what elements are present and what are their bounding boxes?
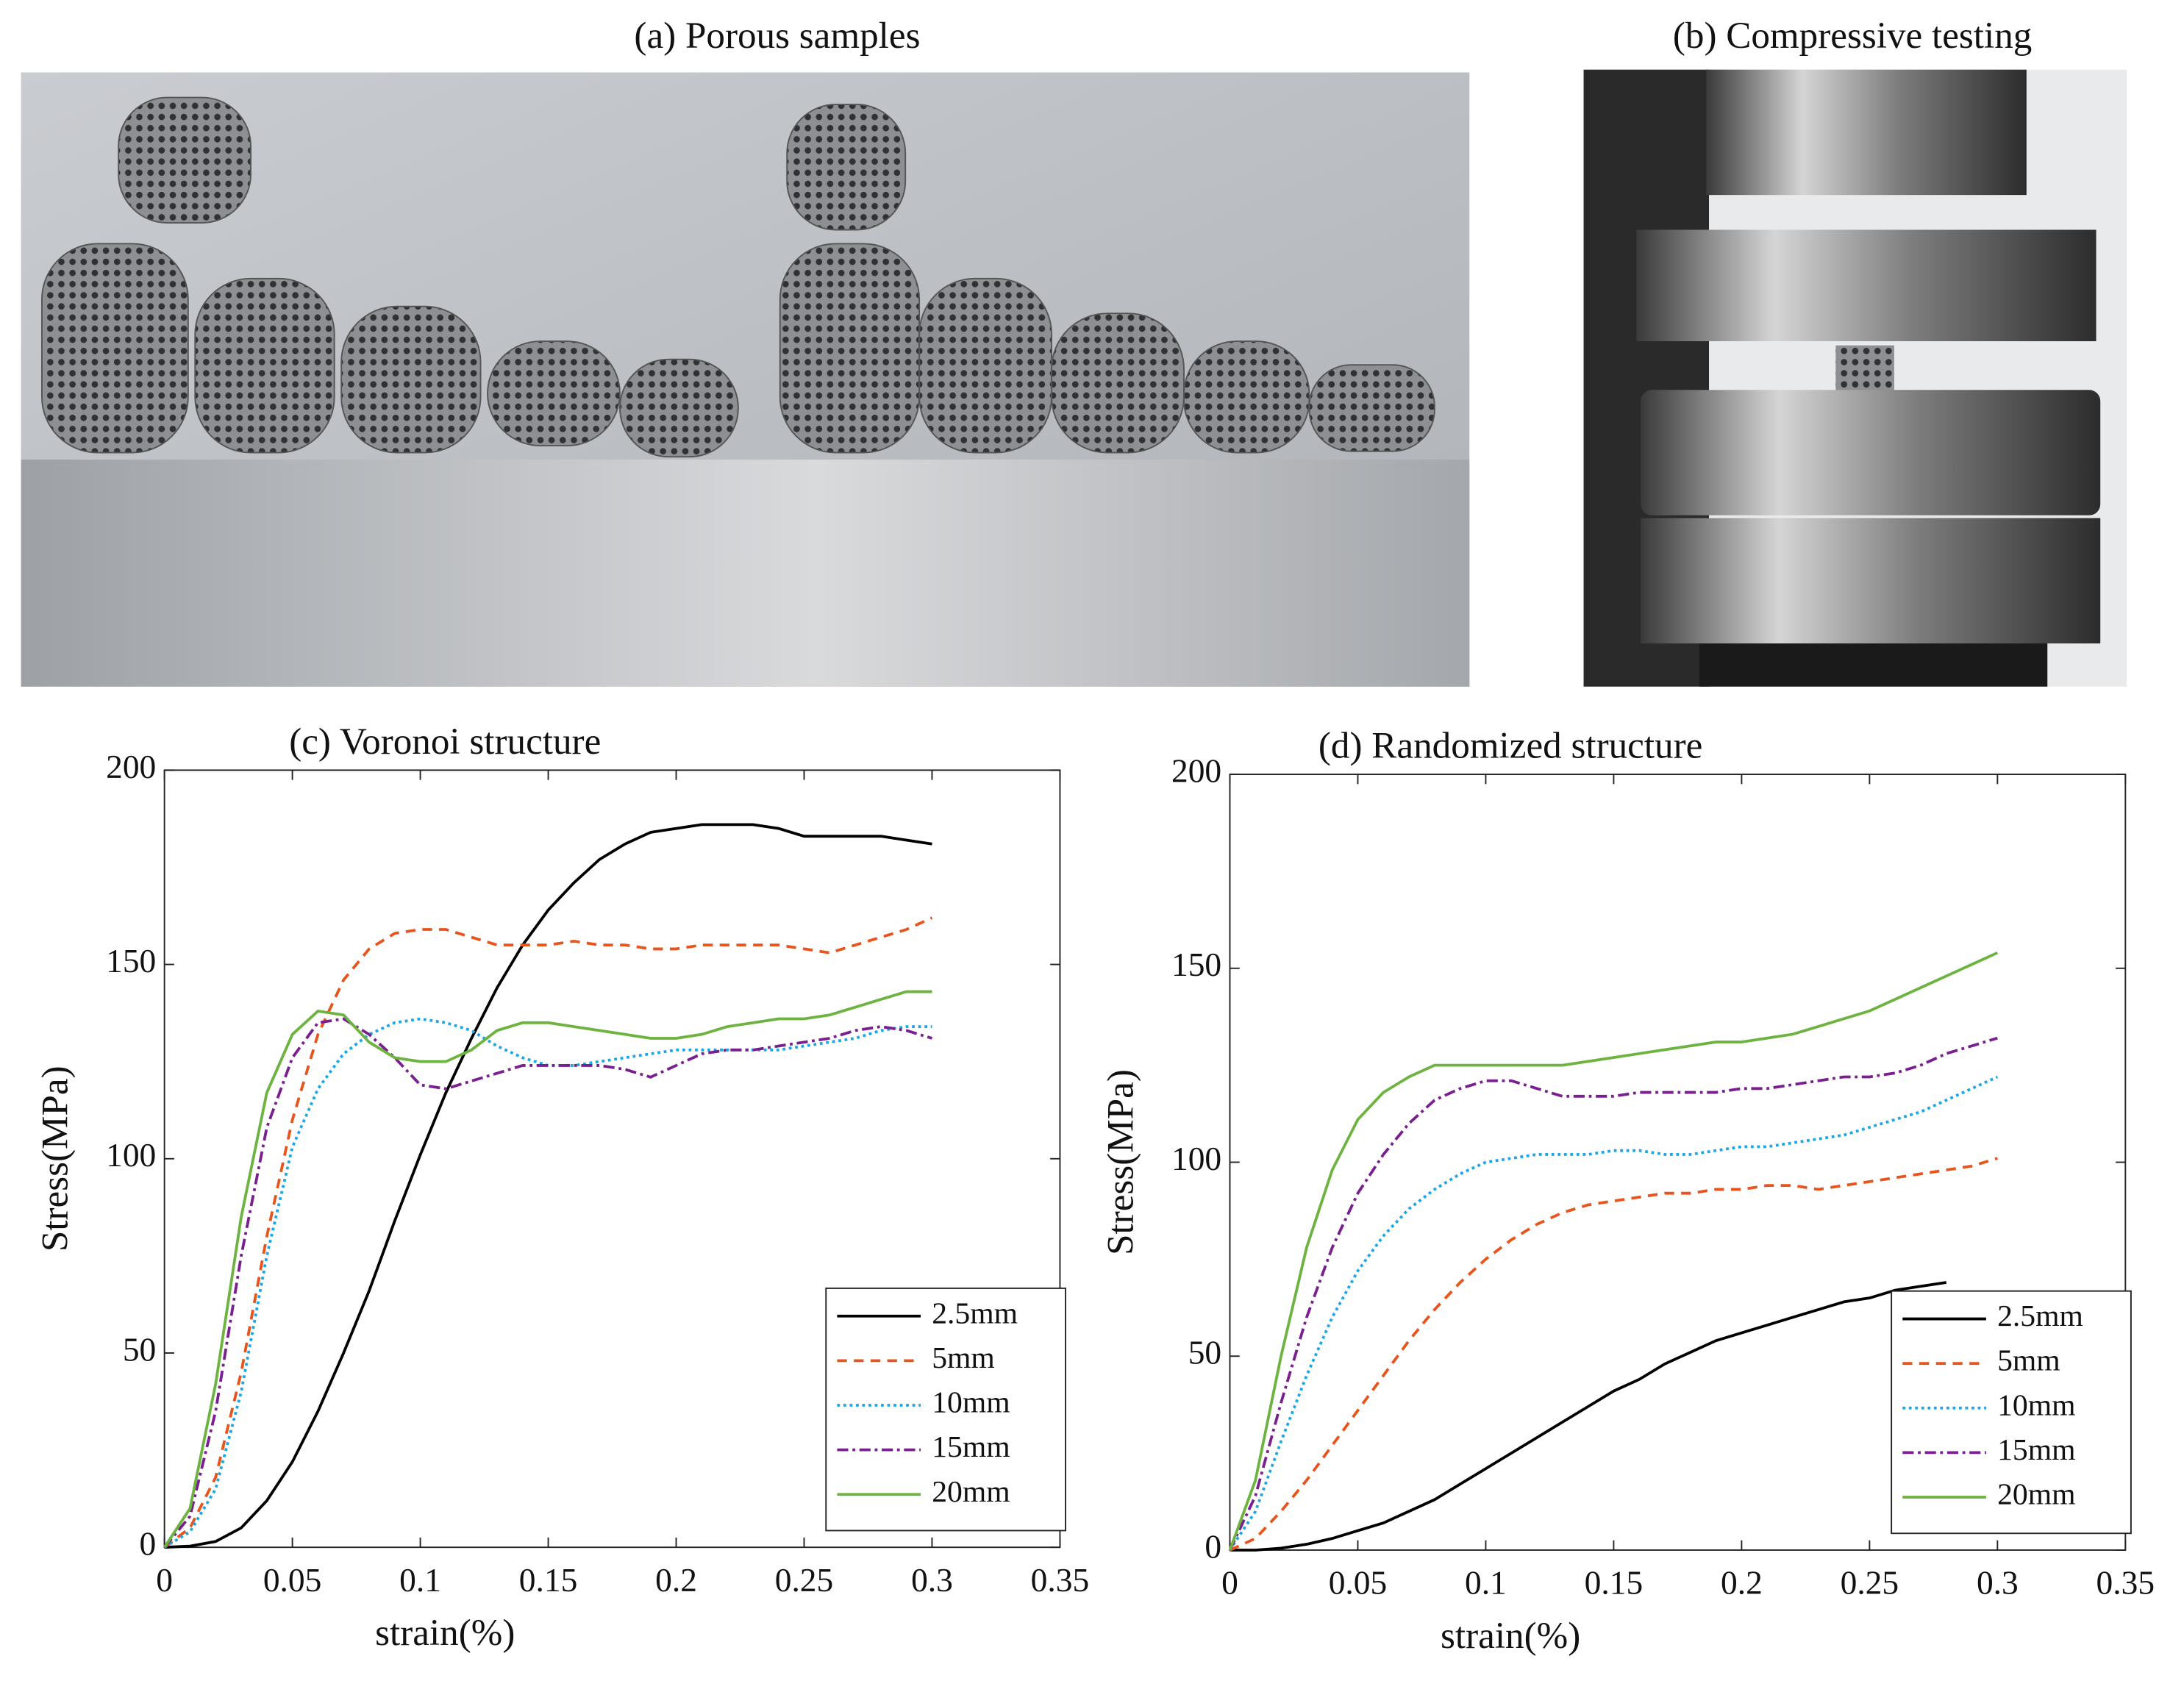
y-tick-label: 0 bbox=[140, 1525, 157, 1563]
x-tick-label: 0 bbox=[1221, 1564, 1238, 1602]
legend-label: 15mm bbox=[1997, 1433, 2075, 1467]
x-axis-label: strain(%) bbox=[375, 1612, 515, 1654]
legend-label: 20mm bbox=[1997, 1478, 2075, 1512]
y-tick-label: 100 bbox=[1171, 1140, 1221, 1177]
y-axis-label: Stress(MPa) bbox=[1099, 1069, 1141, 1255]
x-tick-label: 0.2 bbox=[1721, 1564, 1763, 1602]
legend-label: 2.5mm bbox=[1997, 1299, 2083, 1333]
x-tick-label: 0.1 bbox=[1465, 1564, 1507, 1602]
legend-label: 2.5mm bbox=[932, 1296, 1018, 1330]
series-line bbox=[163, 1017, 932, 1549]
series-line bbox=[163, 916, 933, 1549]
chart-title: (c) Voronoi structure bbox=[289, 721, 601, 763]
x-tick-label: 0.1 bbox=[399, 1561, 441, 1599]
x-tick-label: 0.05 bbox=[1329, 1564, 1388, 1602]
y-tick-label: 100 bbox=[106, 1136, 156, 1174]
x-tick-label: 0.15 bbox=[1585, 1564, 1644, 1602]
series-line bbox=[1228, 1036, 1998, 1551]
series-line bbox=[164, 823, 932, 1549]
y-tick-label: 150 bbox=[1171, 946, 1221, 983]
series-line bbox=[163, 1017, 933, 1549]
y-tick-label: 0 bbox=[1205, 1527, 1221, 1565]
x-axis-label: strain(%) bbox=[1441, 1615, 1580, 1657]
photo-title: (a) Porous samples bbox=[634, 15, 920, 57]
series-line bbox=[1230, 1281, 1947, 1552]
y-tick-label: 50 bbox=[1188, 1334, 1221, 1371]
series-line bbox=[1228, 951, 1999, 1551]
photo-porous-samples bbox=[21, 72, 1470, 687]
y-tick-label: 200 bbox=[1171, 752, 1221, 789]
legend-box bbox=[1891, 1290, 2132, 1535]
series-line bbox=[163, 990, 932, 1549]
legend-label: 10mm bbox=[1997, 1388, 2075, 1422]
x-tick-label: 0.2 bbox=[655, 1561, 697, 1599]
x-tick-label: 0.15 bbox=[519, 1561, 578, 1599]
y-axis-label: Stress(MPa) bbox=[34, 1066, 76, 1252]
series-line bbox=[1229, 1157, 1998, 1552]
legend-label: 20mm bbox=[932, 1475, 1010, 1509]
y-tick-label: 50 bbox=[123, 1330, 156, 1368]
y-tick-label: 150 bbox=[106, 942, 156, 979]
x-tick-label: 0.3 bbox=[1977, 1564, 2019, 1602]
x-tick-label: 0.35 bbox=[1031, 1561, 1090, 1599]
y-tick-label: 200 bbox=[106, 748, 156, 785]
photo-compressive-testing bbox=[1583, 69, 2127, 687]
x-tick-label: 0.25 bbox=[1841, 1564, 1899, 1602]
series-line bbox=[1228, 1075, 1999, 1552]
x-tick-label: 0 bbox=[156, 1561, 173, 1599]
legend-label: 10mm bbox=[932, 1386, 1010, 1420]
photo-title: (b) Compressive testing bbox=[1673, 15, 2032, 57]
x-tick-label: 0.05 bbox=[263, 1561, 322, 1599]
legend-box bbox=[825, 1287, 1066, 1532]
x-tick-label: 0.3 bbox=[911, 1561, 953, 1599]
legend-label: 5mm bbox=[1997, 1344, 2060, 1378]
x-tick-label: 0.35 bbox=[2096, 1564, 2155, 1602]
x-tick-label: 0.25 bbox=[775, 1561, 834, 1599]
legend-label: 5mm bbox=[932, 1341, 995, 1375]
chart-title: (d) Randomized structure bbox=[1318, 725, 1702, 767]
legend-label: 15mm bbox=[932, 1430, 1010, 1464]
